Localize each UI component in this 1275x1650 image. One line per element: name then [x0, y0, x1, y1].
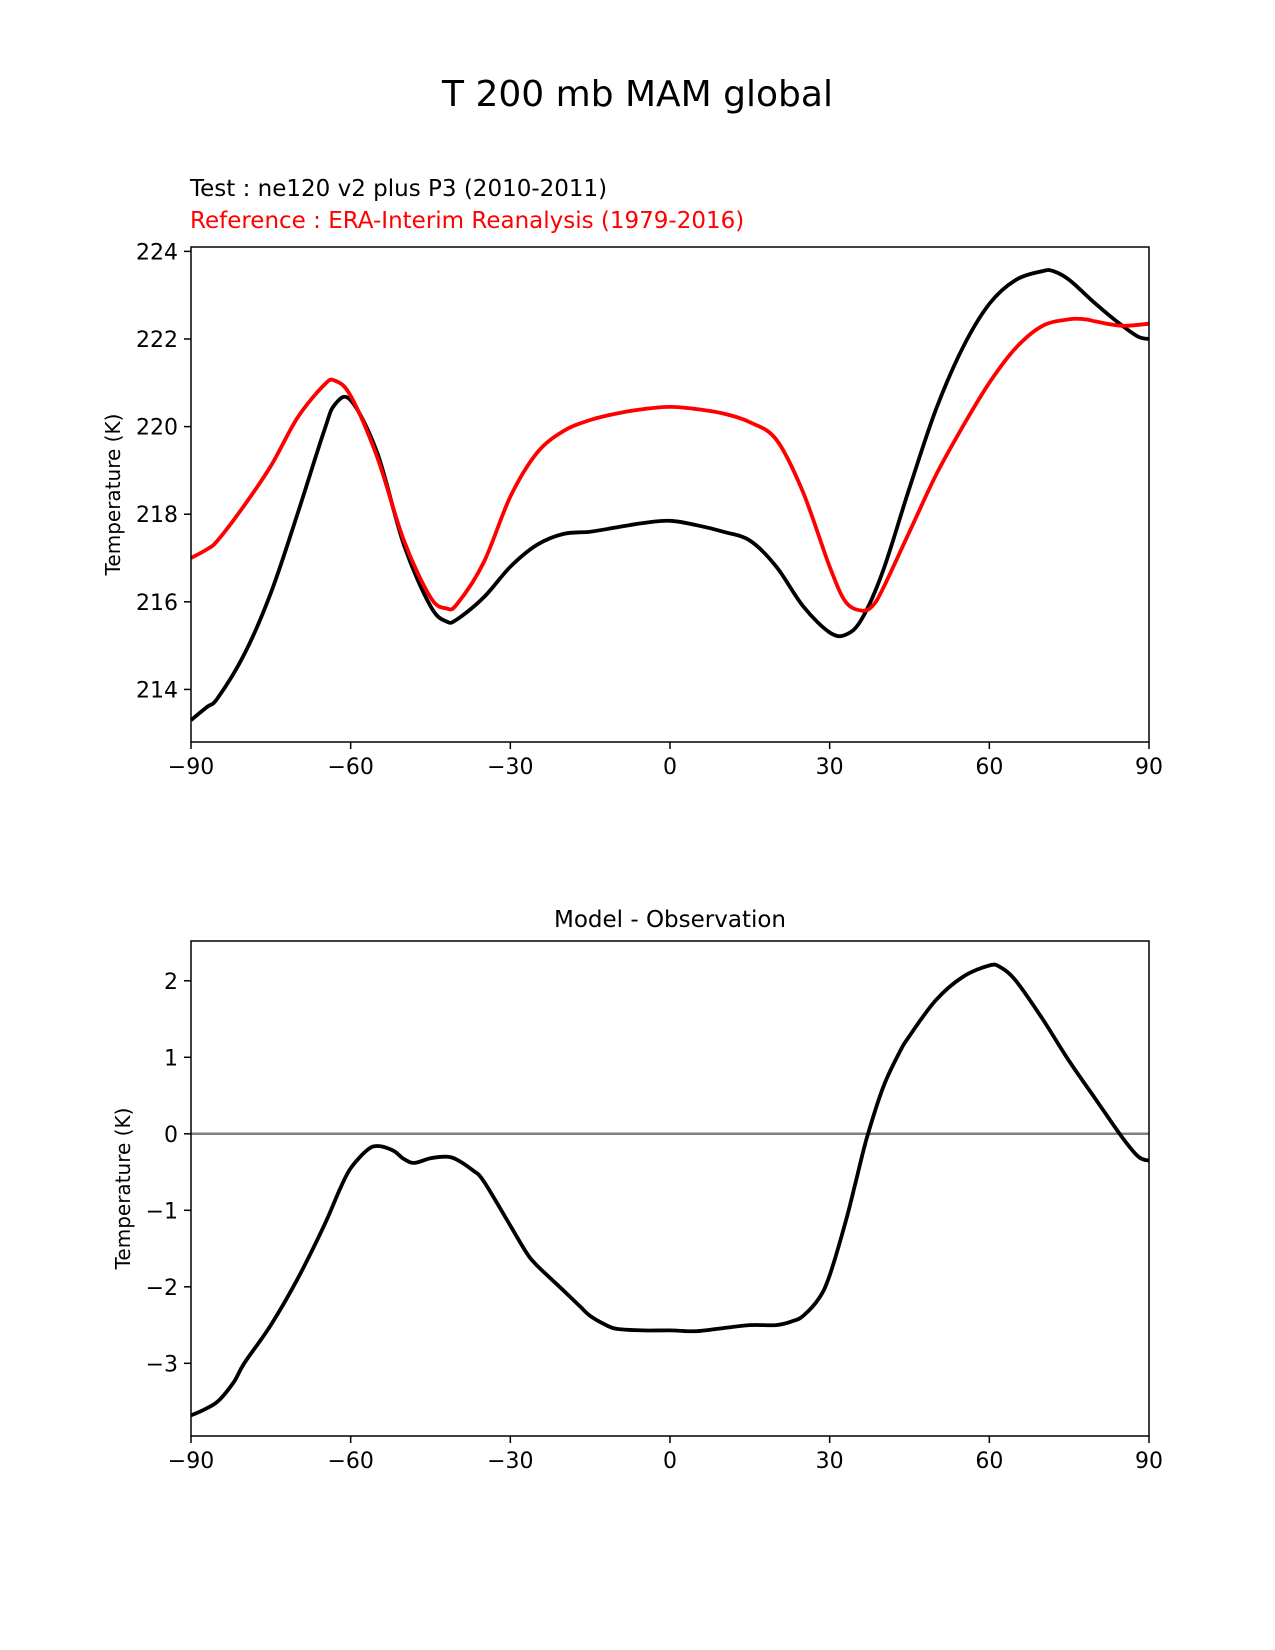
y-tick-label: 0	[164, 1123, 178, 1148]
plot-frame	[190, 246, 1150, 743]
x-tick-label: 60	[975, 1449, 1003, 1474]
y-tick-label: 220	[136, 416, 178, 441]
y-tick-label: 1	[164, 1046, 178, 1071]
x-tick-label: −30	[487, 1449, 533, 1474]
y-tick-label: −3	[146, 1352, 178, 1377]
y-axis-label: Temperature (K)	[111, 1108, 135, 1271]
x-tick-label: 90	[1135, 755, 1163, 780]
y-tick-label: 2	[164, 970, 178, 995]
top-chart-panel: −90 −60 −30 0 30 60 90 214 216 218 220 222 224 Temper…	[101, 240, 1163, 780]
x-tick-label: −90	[168, 755, 214, 780]
reference-series-line	[190, 316, 1150, 613]
x-tick-label: −60	[327, 1449, 373, 1474]
y-tick-label: 222	[136, 328, 178, 353]
figure-title: T 200 mb MAM global	[442, 74, 833, 115]
panel-title: Model - Observation	[554, 907, 786, 933]
y-axis-label: Temperature (K)	[101, 414, 125, 577]
x-tick-label: 90	[1135, 1449, 1163, 1474]
x-tick-label: −60	[327, 755, 373, 780]
y-tick-label: 224	[136, 240, 178, 265]
y-tick-label: −1	[146, 1199, 178, 1224]
y-tick-label: 218	[136, 503, 178, 528]
plot-frame	[190, 940, 1150, 1437]
x-tick-label: 60	[975, 755, 1003, 780]
y-tick-label: −2	[146, 1276, 178, 1301]
x-tick-label: −90	[168, 1449, 214, 1474]
x-tick-label: −30	[487, 755, 533, 780]
test-label: Test : ne120 v2 plus P3 (2010-2011)	[190, 176, 608, 202]
bottom-chart-panel: Model - Observation −90 −60 −30 0 30 60 90 −3 −2 −…	[111, 907, 1163, 1474]
test-series-line	[189, 268, 1150, 722]
x-tick-label: 30	[816, 1449, 844, 1474]
y-tick-label: 214	[136, 678, 178, 703]
x-tick-label: 30	[816, 755, 844, 780]
y-tick-label: 216	[136, 591, 178, 616]
x-tick-label: 0	[663, 755, 677, 780]
x-tick-label: 0	[663, 1449, 677, 1474]
difference-series-line	[190, 962, 1150, 1418]
reference-label: Reference : ERA-Interim Reanalysis (1979…	[190, 208, 745, 234]
